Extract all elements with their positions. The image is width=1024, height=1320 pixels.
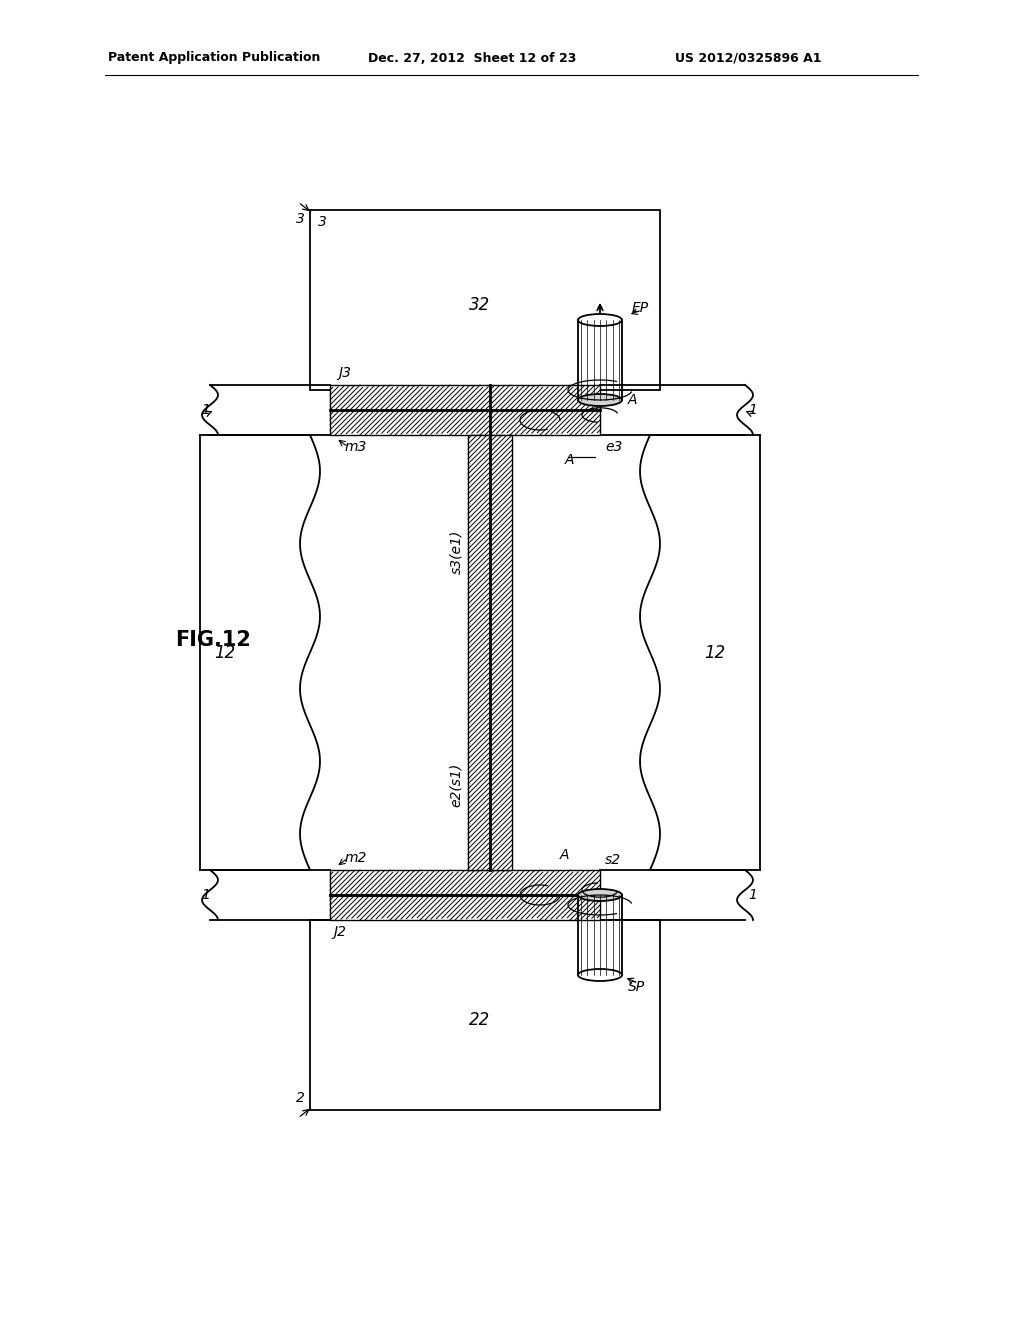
Text: J3: J3 [338,366,351,380]
Text: SP: SP [628,979,645,994]
Text: e3: e3 [605,440,623,454]
Ellipse shape [578,888,622,902]
Text: A: A [628,393,638,407]
Text: s3(e1): s3(e1) [449,529,463,574]
Ellipse shape [578,969,622,981]
Text: 3: 3 [296,213,305,226]
Text: s2: s2 [605,853,622,867]
Ellipse shape [578,314,622,326]
Text: J2: J2 [333,925,346,939]
Text: m2: m2 [345,851,368,865]
Text: FIG.12: FIG.12 [175,630,251,649]
Text: A: A [560,847,569,862]
Bar [468,436,512,870]
Text: m3: m3 [345,440,368,454]
Text: 12: 12 [705,644,726,661]
Text: 12: 12 [214,644,236,661]
Text: 1: 1 [748,888,757,902]
Text: EP: EP [632,301,649,315]
Text: e2(s1): e2(s1) [449,763,463,807]
Ellipse shape [578,393,622,407]
Text: 22: 22 [469,1011,490,1030]
Bar [330,385,600,436]
Bar [330,870,600,920]
Text: Dec. 27, 2012  Sheet 12 of 23: Dec. 27, 2012 Sheet 12 of 23 [368,51,577,65]
Bar [310,210,660,389]
Text: 1: 1 [201,403,210,417]
Text: Patent Application Publication: Patent Application Publication [108,51,321,65]
Text: A: A [565,453,574,467]
Text: 3: 3 [318,215,327,228]
Text: 1: 1 [748,403,757,417]
Text: 2: 2 [296,1092,305,1105]
Text: 32: 32 [469,296,490,314]
Text: US 2012/0325896 A1: US 2012/0325896 A1 [675,51,821,65]
Text: 1: 1 [201,888,210,902]
Bar [310,920,660,1110]
